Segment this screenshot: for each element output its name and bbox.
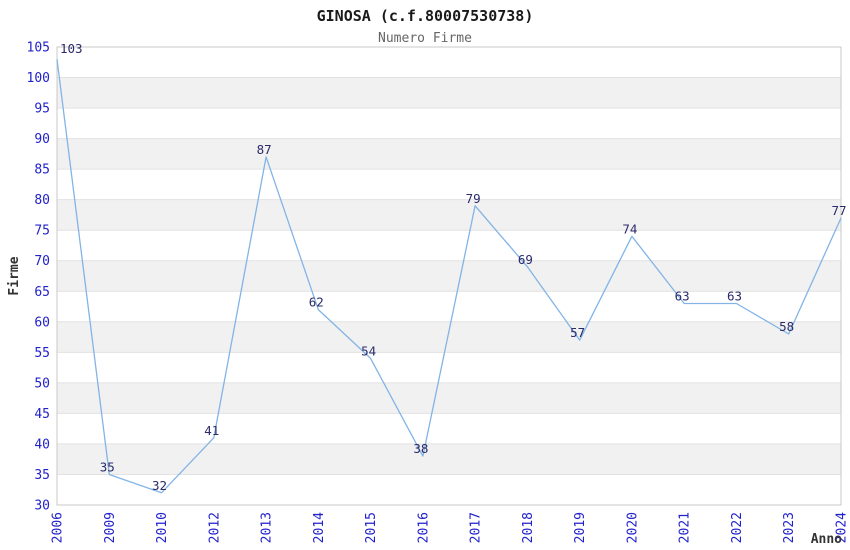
grid-band <box>57 291 841 322</box>
data-point-label: 74 <box>622 221 637 236</box>
y-tick-label: 40 <box>34 437 50 452</box>
series-line <box>56 59 842 494</box>
x-tick-label: 2009 <box>103 512 118 543</box>
grid-band <box>57 199 841 231</box>
y-tick-label: 50 <box>34 376 50 391</box>
data-point-label: 58 <box>779 319 794 334</box>
y-tick-label: 85 <box>34 163 50 178</box>
data-point-label: 38 <box>413 441 428 456</box>
grid-band <box>57 138 841 170</box>
data-point-label: 103 <box>60 41 83 56</box>
data-point-label: 62 <box>309 295 324 310</box>
y-tick-label: 55 <box>34 346 50 361</box>
y-tick-label: 100 <box>27 71 50 86</box>
x-tick-label: 2012 <box>207 512 222 543</box>
x-axis-title: Anno <box>811 532 842 547</box>
grid-band <box>57 108 841 139</box>
x-tick-label: 2023 <box>782 512 797 543</box>
plot-border <box>56 46 842 506</box>
y-tick-label: 35 <box>34 468 50 483</box>
series-group <box>56 59 842 494</box>
grid-band <box>57 230 841 261</box>
y-tick-label: 65 <box>34 285 50 300</box>
data-point-label: 77 <box>831 203 846 218</box>
data-point-label: 87 <box>257 142 272 157</box>
chart-title: GINOSA (c.f.80007530738) <box>317 7 534 25</box>
y-tick-label: 70 <box>34 254 50 269</box>
x-tick-label: 2024 <box>835 512 850 543</box>
y-tick-label: 60 <box>34 315 50 330</box>
x-tick-label: 2021 <box>678 512 693 543</box>
y-tick-label: 75 <box>34 224 50 239</box>
grid-band <box>57 77 841 109</box>
y-tick-label: 95 <box>34 102 50 117</box>
plot-bands <box>57 47 841 505</box>
grid-band <box>57 352 841 383</box>
y-axis-tick-labels: 30 35 40 45 50 55 60 65 70 75 80 85 90 95 100 105 <box>27 41 50 514</box>
data-point-label: 57 <box>570 325 585 340</box>
y-axis-title: Firme <box>7 256 22 295</box>
y-tick-label: 90 <box>34 132 50 147</box>
x-axis-tick-labels: 2006 2009 2010 2012 2013 2014 2015 2016 2017 2018… <box>51 512 850 543</box>
x-tick-label: 2018 <box>521 512 536 543</box>
grid-band <box>57 321 841 353</box>
data-point-label: 63 <box>727 289 742 304</box>
grid-band <box>57 47 841 78</box>
grid-band <box>57 474 841 505</box>
y-tick-label: 80 <box>34 193 50 208</box>
data-point-label: 35 <box>100 460 115 475</box>
data-point-label: 41 <box>204 423 219 438</box>
grid-band <box>57 382 841 414</box>
x-tick-label: 2015 <box>364 512 379 543</box>
grid-band <box>57 443 841 475</box>
y-tick-label: 45 <box>34 407 50 422</box>
data-point-label: 79 <box>466 191 481 206</box>
data-point-label: 54 <box>361 343 376 358</box>
x-tick-label: 2020 <box>625 512 640 543</box>
x-tick-label: 2010 <box>155 512 170 543</box>
gridlines <box>57 77 841 475</box>
x-tick-label: 2013 <box>260 512 275 543</box>
grid-band <box>57 413 841 444</box>
x-tick-label: 2006 <box>51 512 66 543</box>
grid-band <box>57 169 841 200</box>
x-tick-label: 2022 <box>730 512 745 543</box>
x-tick-label: 2017 <box>469 512 484 543</box>
y-tick-label: 105 <box>27 41 50 56</box>
grid-band <box>57 260 841 292</box>
data-point-label: 69 <box>518 252 533 267</box>
y-tick-label: 30 <box>34 499 50 514</box>
x-tick-label: 2014 <box>312 512 327 543</box>
data-point-label: 63 <box>675 289 690 304</box>
data-point-labels: 103 35 32 41 87 62 54 38 79 69 57 74 63 63 58 77 <box>60 41 847 493</box>
data-point-label: 32 <box>152 478 167 493</box>
x-tick-label: 2019 <box>573 512 588 543</box>
chart-subtitle: Numero Firme <box>378 31 472 46</box>
x-tick-label: 2016 <box>416 512 431 543</box>
